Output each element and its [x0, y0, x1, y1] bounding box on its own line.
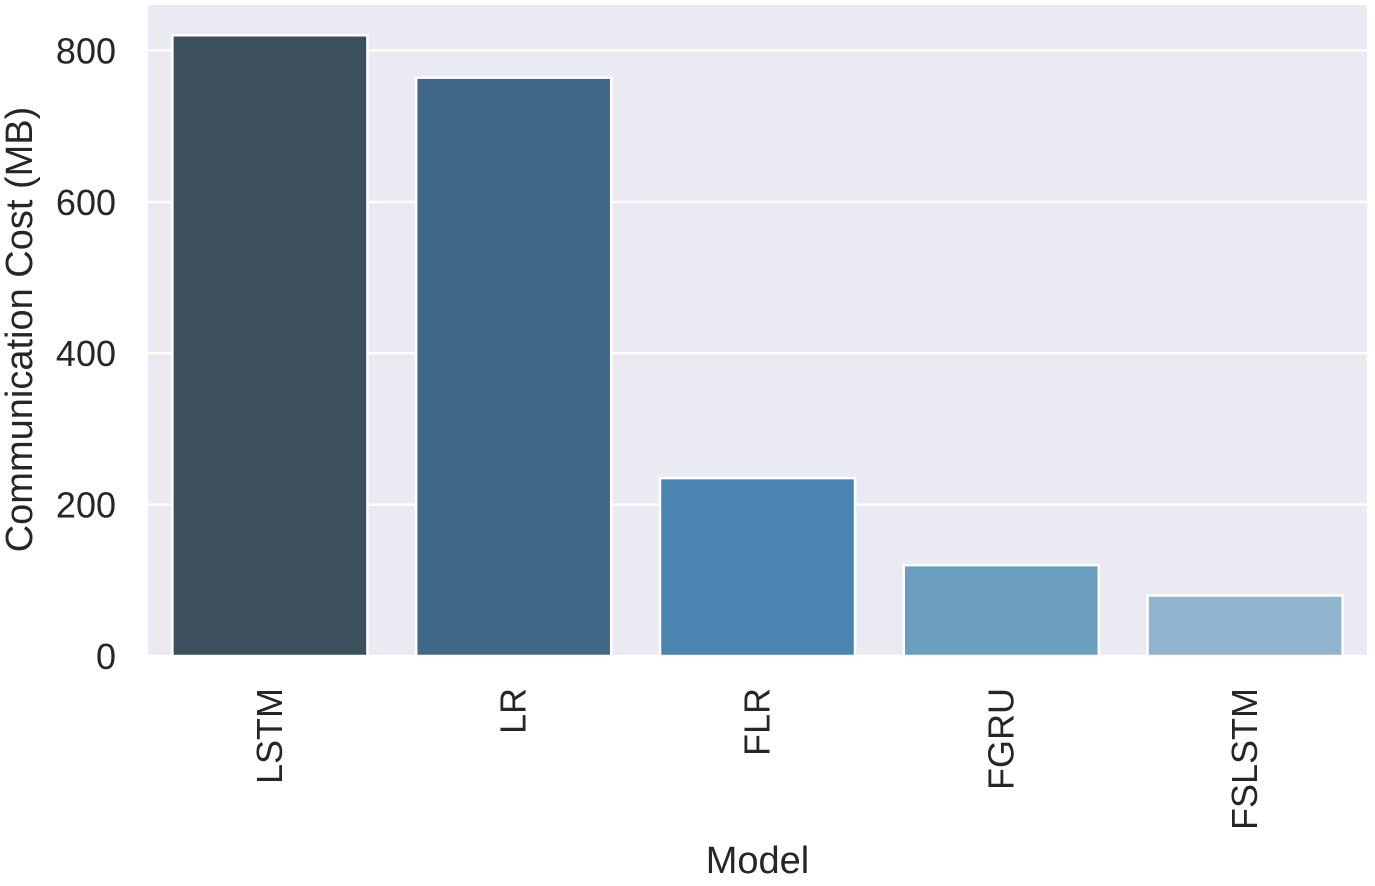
y-tick-label-400: 400 [56, 333, 116, 374]
bars [171, 34, 1344, 658]
x-tick-label-flr: FLR [737, 688, 778, 756]
y-axis-title: Communication Cost (MB) [0, 107, 41, 553]
bar-fgru [902, 563, 1101, 658]
x-tick-label-lstm: LSTM [249, 688, 290, 784]
x-tick-label-fslstm: FSLSTM [1224, 688, 1265, 830]
x-axis-title: Model [706, 840, 810, 881]
y-tick-label-600: 600 [56, 182, 116, 223]
y-tick-label-200: 200 [56, 485, 116, 526]
bar-fslstm [1146, 594, 1344, 658]
y-tick-label-800: 800 [56, 30, 116, 71]
x-tick-label-lr: LR [493, 688, 534, 734]
bar-flr [658, 476, 857, 658]
y-axis-ticks: 0 200 400 600 800 [56, 30, 116, 677]
x-tick-label-fgru: FGRU [980, 688, 1021, 790]
x-axis-ticks: LSTM LR FLR FGRU FSLSTM [249, 688, 1265, 830]
bar-lstm [171, 34, 369, 658]
y-tick-label-0: 0 [96, 636, 116, 677]
bar-lr [414, 76, 613, 658]
